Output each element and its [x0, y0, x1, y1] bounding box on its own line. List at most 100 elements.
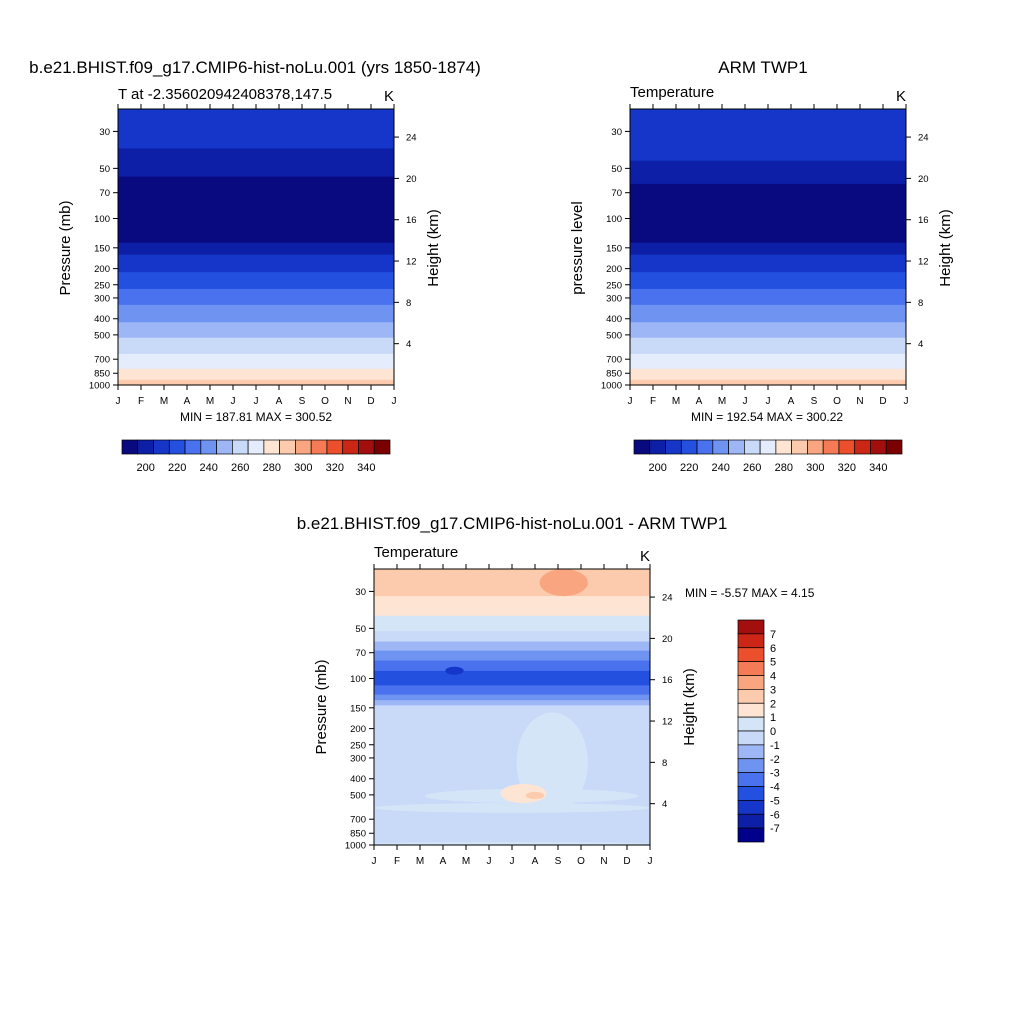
colorbar-cell	[633, 439, 651, 455]
y-tick-label: 30	[355, 587, 366, 598]
x-tick-label: J	[766, 396, 771, 407]
contour-band	[630, 304, 906, 323]
panel-model-ylabel-left: Pressure (mb)	[57, 200, 74, 295]
x-tick-label: S	[299, 396, 306, 407]
contour-feature	[374, 803, 650, 813]
contour-band	[374, 596, 650, 617]
y-tick-label-right: 8	[662, 758, 667, 769]
x-tick-label: D	[367, 396, 374, 407]
y-tick-label: 70	[611, 188, 622, 199]
x-tick-label: D	[623, 856, 630, 867]
y-tick-label: 500	[350, 790, 366, 801]
contour-band	[630, 183, 906, 244]
x-tick-label: O	[321, 396, 329, 407]
y-tick-label-right: 12	[662, 717, 673, 728]
colorbar-cell	[310, 439, 328, 455]
colorbar-cell	[775, 439, 792, 455]
y-tick-label: 850	[94, 369, 110, 380]
y-tick-label-right: 8	[918, 298, 923, 309]
panel-obs-minmax: MIN = 192.54 MAX = 300.22	[691, 410, 843, 424]
y-tick-label: 400	[606, 314, 622, 325]
colorbar-cell	[737, 702, 765, 718]
colorbar-tick-label: 200	[136, 462, 154, 474]
colorbar-cell	[373, 439, 391, 455]
y-tick-label-right: 20	[662, 634, 673, 645]
contour-band	[118, 242, 394, 256]
panel-obs-title: ARM TWP1	[718, 58, 807, 77]
contour-band	[118, 353, 394, 370]
contour-band	[374, 569, 650, 597]
contour-band	[630, 242, 906, 256]
contour-band	[118, 379, 394, 386]
x-tick-label: S	[811, 396, 818, 407]
y-tick-label-right: 12	[406, 257, 417, 268]
x-tick-label: J	[392, 396, 397, 407]
colorbar-cell	[358, 439, 375, 455]
x-tick-label: J	[904, 396, 909, 407]
x-tick-label: N	[344, 396, 351, 407]
panel-diff-plot: J F M A M J J A S O N D J 30 50 70 100 150 200 250 300 400 500…	[345, 564, 673, 867]
contour-band	[118, 109, 394, 150]
x-tick-label: J	[116, 396, 121, 407]
colorbar-cell	[712, 439, 729, 455]
y-tick-label: 50	[99, 164, 110, 175]
panel-diff-ylabel-left: Pressure (mb)	[313, 659, 330, 754]
colorbar-cell	[184, 439, 202, 455]
x-tick-label: A	[788, 396, 795, 407]
x-tick-label: M	[416, 856, 424, 867]
colorbar-tick-label: 4	[770, 671, 776, 683]
x-tick-label: M	[160, 396, 168, 407]
x-tick-label: M	[462, 856, 470, 867]
contour-band	[118, 272, 394, 290]
y-tick-label: 300	[94, 293, 110, 304]
contour-feature	[445, 666, 464, 675]
x-tick-label: O	[833, 396, 841, 407]
y-tick-label: 400	[94, 314, 110, 325]
x-tick-label: J	[372, 856, 377, 867]
colorbar-cell	[342, 439, 359, 455]
x-tick-label: A	[696, 396, 703, 407]
colorbar-tick-label: 320	[326, 462, 344, 474]
y-tick-label-right: 16	[406, 215, 417, 226]
colorbar-cell	[295, 439, 312, 455]
colorbar-tick-label: 340	[869, 462, 887, 474]
colorbar-cell	[737, 716, 765, 732]
colorbar-tick-label: 240	[200, 462, 218, 474]
y-tick-label-right: 24	[918, 133, 929, 144]
colorbar-cell	[232, 439, 249, 455]
x-tick-label: J	[254, 396, 259, 407]
colorbar-cell	[838, 439, 856, 455]
contour-band	[374, 641, 650, 652]
y-tick-label: 100	[606, 214, 622, 225]
colorbar-cell	[696, 439, 714, 455]
y-tick-label: 70	[355, 648, 366, 659]
colorbar-tick-label: 340	[357, 462, 375, 474]
x-tick-label: A	[276, 396, 283, 407]
y-tick-label: 1000	[345, 841, 366, 852]
colorbar-cell	[822, 439, 840, 455]
colorbar-cell	[168, 439, 186, 455]
y-tick-label: 250	[606, 280, 622, 291]
colorbar-cell	[728, 439, 745, 455]
colorbar-cell	[247, 439, 265, 455]
colorbar-cell	[737, 758, 765, 773]
y-tick-label: 50	[355, 624, 366, 635]
panel-model-minmax: MIN = 187.81 MAX = 300.52	[180, 410, 332, 424]
panel-model-left-label: T at -2.356020942408378,147.5	[118, 86, 332, 103]
colorbar-cell	[737, 661, 765, 676]
colorbar-tick-label: -4	[770, 782, 780, 794]
y-tick-label-right: 16	[662, 675, 673, 686]
colorbar-cell	[137, 439, 154, 455]
colorbar-tick-label: 280	[775, 462, 793, 474]
y-tick-label: 850	[350, 829, 366, 840]
panel-diff: b.e21.BHIST.f09_g17.CMIP6-hist-noLu.001 …	[297, 514, 815, 867]
colorbar-cell	[737, 675, 765, 690]
contour-band	[118, 176, 394, 244]
x-tick-label: S	[555, 856, 562, 867]
colorbar-cell	[737, 786, 765, 801]
panel-diff-left-label: Temperature	[374, 544, 458, 561]
colorbar-cell	[759, 439, 777, 455]
contour-band	[118, 368, 394, 381]
colorbar-cell	[737, 633, 765, 649]
panel-obs: ARM TWP1 Temperature K J F M A M J J A S O N D J 30 50…	[569, 58, 954, 474]
